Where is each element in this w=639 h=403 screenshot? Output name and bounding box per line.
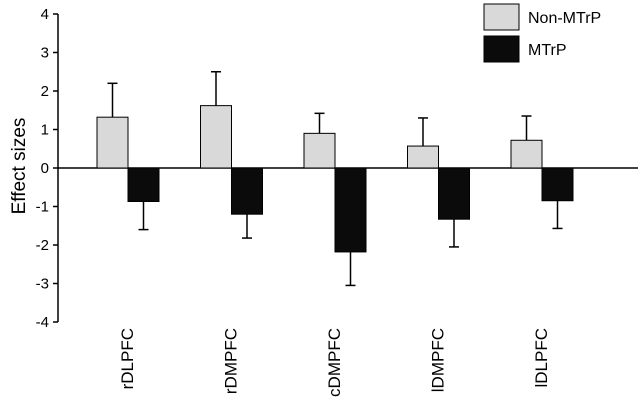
y-tick-label: -3 bbox=[36, 276, 49, 293]
y-tick-label: 3 bbox=[41, 45, 49, 62]
bar-group-rDMPFC bbox=[200, 71, 263, 239]
bar-group-lDMPFC bbox=[407, 117, 470, 248]
legend-label: Non-MTrP bbox=[528, 10, 601, 27]
y-tick-label: 2 bbox=[41, 83, 49, 100]
category-label: lDMPFC bbox=[429, 328, 448, 392]
category-label: rDMPFC bbox=[222, 328, 241, 394]
bar-non-mtrp bbox=[407, 145, 439, 169]
category-labels: rDLPFC rDMPFC cDMPFC lDMPFC lDLPFC bbox=[118, 328, 551, 397]
bars bbox=[96, 71, 574, 287]
bar-group-cDMPFC bbox=[303, 112, 367, 287]
bar-mtrp bbox=[541, 167, 574, 202]
category-label: cDMPFC bbox=[325, 328, 344, 397]
bar-non-mtrp bbox=[303, 132, 336, 169]
bar-mtrp bbox=[127, 167, 160, 202]
category-label: rDLPFC bbox=[118, 328, 137, 389]
y-tick-label: 0 bbox=[41, 160, 49, 177]
bar-mtrp bbox=[231, 167, 263, 215]
bar-non-mtrp bbox=[510, 139, 543, 169]
category-label: lDLPFC bbox=[532, 328, 551, 388]
legend-label: MTrP bbox=[528, 42, 567, 59]
y-tick-label: 4 bbox=[41, 6, 49, 23]
legend-swatch bbox=[483, 35, 520, 63]
y-tick-label: -4 bbox=[36, 314, 49, 331]
y-tick-label: 1 bbox=[41, 122, 49, 139]
bar-non-mtrp bbox=[200, 105, 232, 169]
y-tick-label: -1 bbox=[36, 199, 49, 216]
y-axis-title: Effect sizes bbox=[9, 118, 30, 215]
y-tick-label: -2 bbox=[36, 237, 49, 254]
legend: Non-MTrP MTrP bbox=[483, 3, 601, 63]
bar-group-lDLPFC bbox=[510, 115, 574, 230]
y-axis: 4 3 2 1 0 -1 -2 -3 -4 bbox=[36, 6, 59, 331]
bar-group-rDLPFC bbox=[96, 82, 160, 231]
legend-swatch bbox=[483, 3, 520, 31]
bar-mtrp bbox=[438, 167, 470, 220]
bar-mtrp bbox=[334, 167, 367, 253]
bar-non-mtrp bbox=[96, 116, 129, 169]
